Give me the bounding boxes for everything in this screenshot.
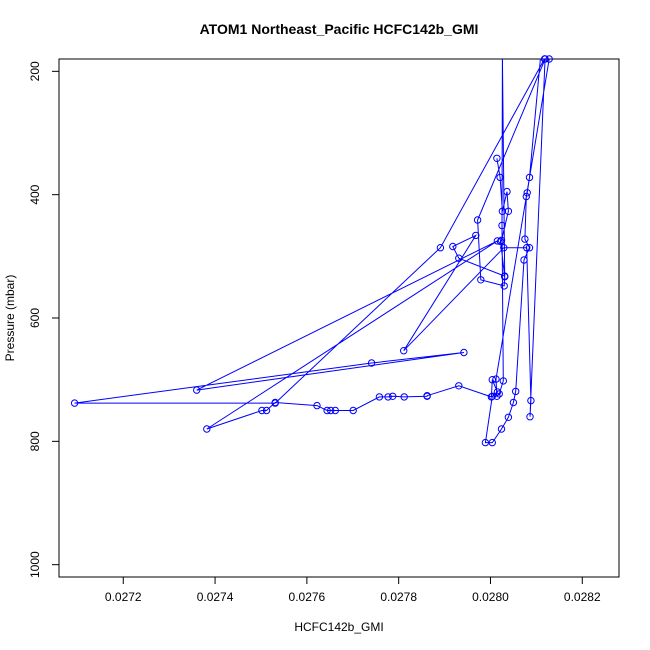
data-point bbox=[501, 272, 509, 280]
data-point bbox=[400, 347, 408, 355]
data-point bbox=[349, 406, 357, 415]
data-point bbox=[389, 392, 397, 400]
data-point bbox=[509, 398, 518, 407]
data-point bbox=[523, 244, 531, 252]
data-point bbox=[520, 256, 528, 264]
data-point bbox=[525, 244, 534, 252]
data-point bbox=[436, 244, 445, 252]
data-point bbox=[496, 237, 505, 246]
y-tick-label: 800 bbox=[28, 431, 42, 451]
y-tick-label: 600 bbox=[28, 308, 42, 328]
data-point bbox=[504, 207, 513, 216]
data-point bbox=[477, 276, 485, 284]
data-point bbox=[504, 413, 513, 421]
data-point bbox=[496, 173, 504, 182]
chart-title: ATOM1 Northeast_Pacific HCFC142b_GMI bbox=[200, 21, 479, 37]
data-point bbox=[521, 235, 529, 243]
data-point bbox=[488, 392, 496, 400]
data-point bbox=[540, 55, 549, 63]
data-point bbox=[503, 187, 511, 196]
data-point bbox=[512, 387, 520, 396]
data-point bbox=[481, 438, 490, 447]
data-point bbox=[313, 401, 321, 410]
x-tick-label: 0.0272 bbox=[105, 590, 142, 604]
data-point bbox=[423, 392, 431, 400]
y-tick-label: 1000 bbox=[28, 551, 42, 578]
data-point bbox=[497, 236, 506, 245]
data-point bbox=[331, 406, 339, 415]
data-point bbox=[203, 425, 211, 433]
data-point bbox=[384, 393, 392, 401]
x-axis: 0.0272 0.0274 0.0276 0.0278 0.0280 0.0282 bbox=[105, 576, 601, 604]
y-tick-label: 400 bbox=[28, 184, 42, 204]
data-point bbox=[492, 375, 500, 383]
data-point bbox=[455, 254, 463, 262]
data-point bbox=[488, 376, 496, 384]
data-point bbox=[473, 216, 482, 224]
data-point bbox=[495, 390, 503, 398]
y-tick-label: 200 bbox=[28, 61, 42, 81]
data-point bbox=[487, 393, 496, 401]
x-tick-label: 0.0276 bbox=[289, 590, 326, 604]
data-point bbox=[500, 244, 508, 252]
data-point bbox=[545, 55, 553, 63]
x-tick-label: 0.0280 bbox=[472, 590, 509, 604]
data-point bbox=[327, 406, 335, 415]
data-point bbox=[493, 154, 501, 163]
x-axis-label: HCFC142b_GMI bbox=[294, 620, 383, 634]
data-point bbox=[472, 231, 480, 240]
data-point bbox=[497, 425, 506, 433]
data-point bbox=[271, 399, 279, 407]
data-point bbox=[400, 393, 408, 401]
data-point bbox=[525, 173, 534, 182]
data-point bbox=[455, 382, 463, 390]
data-point bbox=[527, 396, 535, 405]
data-point bbox=[493, 388, 502, 396]
plot-area-frame bbox=[58, 58, 620, 578]
data-point bbox=[498, 221, 506, 230]
data-point bbox=[367, 359, 376, 367]
x-tick-label: 0.0274 bbox=[197, 590, 234, 604]
x-tick-label: 0.0278 bbox=[380, 590, 417, 604]
points-layer bbox=[70, 55, 553, 447]
y-axis-label: Pressure (mbar) bbox=[3, 275, 17, 362]
data-point bbox=[193, 386, 201, 394]
data-point bbox=[262, 406, 271, 415]
data-point bbox=[493, 392, 501, 400]
series-layer bbox=[74, 59, 551, 444]
data-point bbox=[258, 406, 266, 415]
data-point bbox=[499, 377, 507, 385]
data-point bbox=[449, 242, 457, 251]
y-axis: 200 400 600 800 1000 bbox=[28, 61, 60, 578]
data-point bbox=[70, 399, 79, 407]
data-point bbox=[523, 189, 531, 197]
data-point bbox=[323, 406, 331, 415]
data-point bbox=[522, 192, 530, 201]
data-point bbox=[500, 282, 508, 290]
x-tick-label: 0.0282 bbox=[564, 590, 601, 604]
data-point bbox=[460, 348, 468, 357]
series-line bbox=[74, 59, 551, 444]
data-point bbox=[493, 237, 502, 245]
data-point bbox=[526, 413, 534, 421]
data-point bbox=[375, 393, 384, 401]
